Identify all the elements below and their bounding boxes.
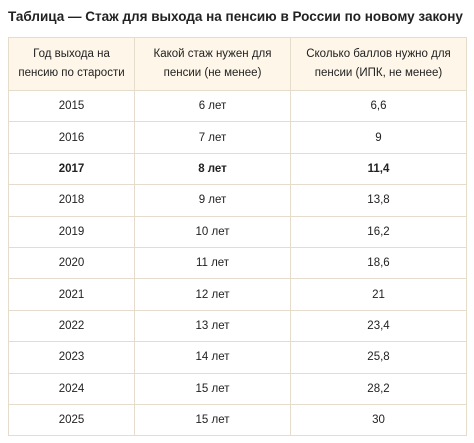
cell-points: 28,2 [290,372,467,405]
header-points: Сколько баллов нужно для пенсии (ИПК, не… [290,37,467,91]
table-row: 2015 6 лет 6,6 [8,89,467,123]
cell-points: 9 [290,121,467,154]
cell-year: 2015 [8,89,135,123]
cell-year: 2022 [8,309,135,343]
cell-experience: 14 лет [134,341,291,374]
table-row: 2024 15 лет 28,2 [8,372,467,405]
cell-year: 2019 [8,215,135,248]
cell-experience: 6 лет [134,89,291,123]
cell-experience: 8 лет [134,152,291,186]
cell-points: 25,8 [290,341,467,374]
table-row: 2025 15 лет 30 [8,403,467,437]
cell-experience: 15 лет [134,372,291,405]
cell-year: 2018 [8,184,135,217]
cell-experience: 7 лет [134,121,291,154]
table-row: 2022 13 лет 23,4 [8,309,467,343]
table-row: 2016 7 лет 9 [8,121,467,154]
pension-table: Год выхода на пенсию по старости Какой с… [8,37,467,437]
cell-points: 13,8 [290,184,467,217]
table-row: 2018 9 лет 13,8 [8,184,467,217]
cell-points: 16,2 [290,215,467,248]
header-year: Год выхода на пенсию по старости [8,37,135,91]
cell-year: 2016 [8,121,135,154]
header-experience: Какой стаж нужен для пенсии (не менее) [134,37,291,91]
cell-points: 11,4 [290,152,467,186]
cell-experience: 11 лет [134,246,291,280]
cell-year: 2020 [8,246,135,280]
table-title: Таблица — Стаж для выхода на пенсию в Ро… [8,9,463,24]
cell-points: 23,4 [290,309,467,343]
cell-experience: 15 лет [134,403,291,437]
cell-experience: 13 лет [134,309,291,343]
cell-points: 18,6 [290,246,467,280]
cell-experience: 9 лет [134,184,291,217]
cell-year: 2023 [8,341,135,374]
cell-points: 30 [290,403,467,437]
table-row: 2020 11 лет 18,6 [8,246,467,280]
cell-year: 2021 [8,278,135,311]
table-row-highlighted: 2017 8 лет 11,4 [8,152,467,186]
header-row: Год выхода на пенсию по старости Какой с… [8,37,467,91]
cell-year: 2017 [8,152,135,186]
cell-year: 2025 [8,403,135,437]
table-row: 2021 12 лет 21 [8,278,467,311]
cell-year: 2024 [8,372,135,405]
cell-experience: 12 лет [134,278,291,311]
cell-points: 21 [290,278,467,311]
table-row: 2019 10 лет 16,2 [8,215,467,248]
cell-points: 6,6 [290,89,467,123]
cell-experience: 10 лет [134,215,291,248]
table-row: 2023 14 лет 25,8 [8,341,467,374]
